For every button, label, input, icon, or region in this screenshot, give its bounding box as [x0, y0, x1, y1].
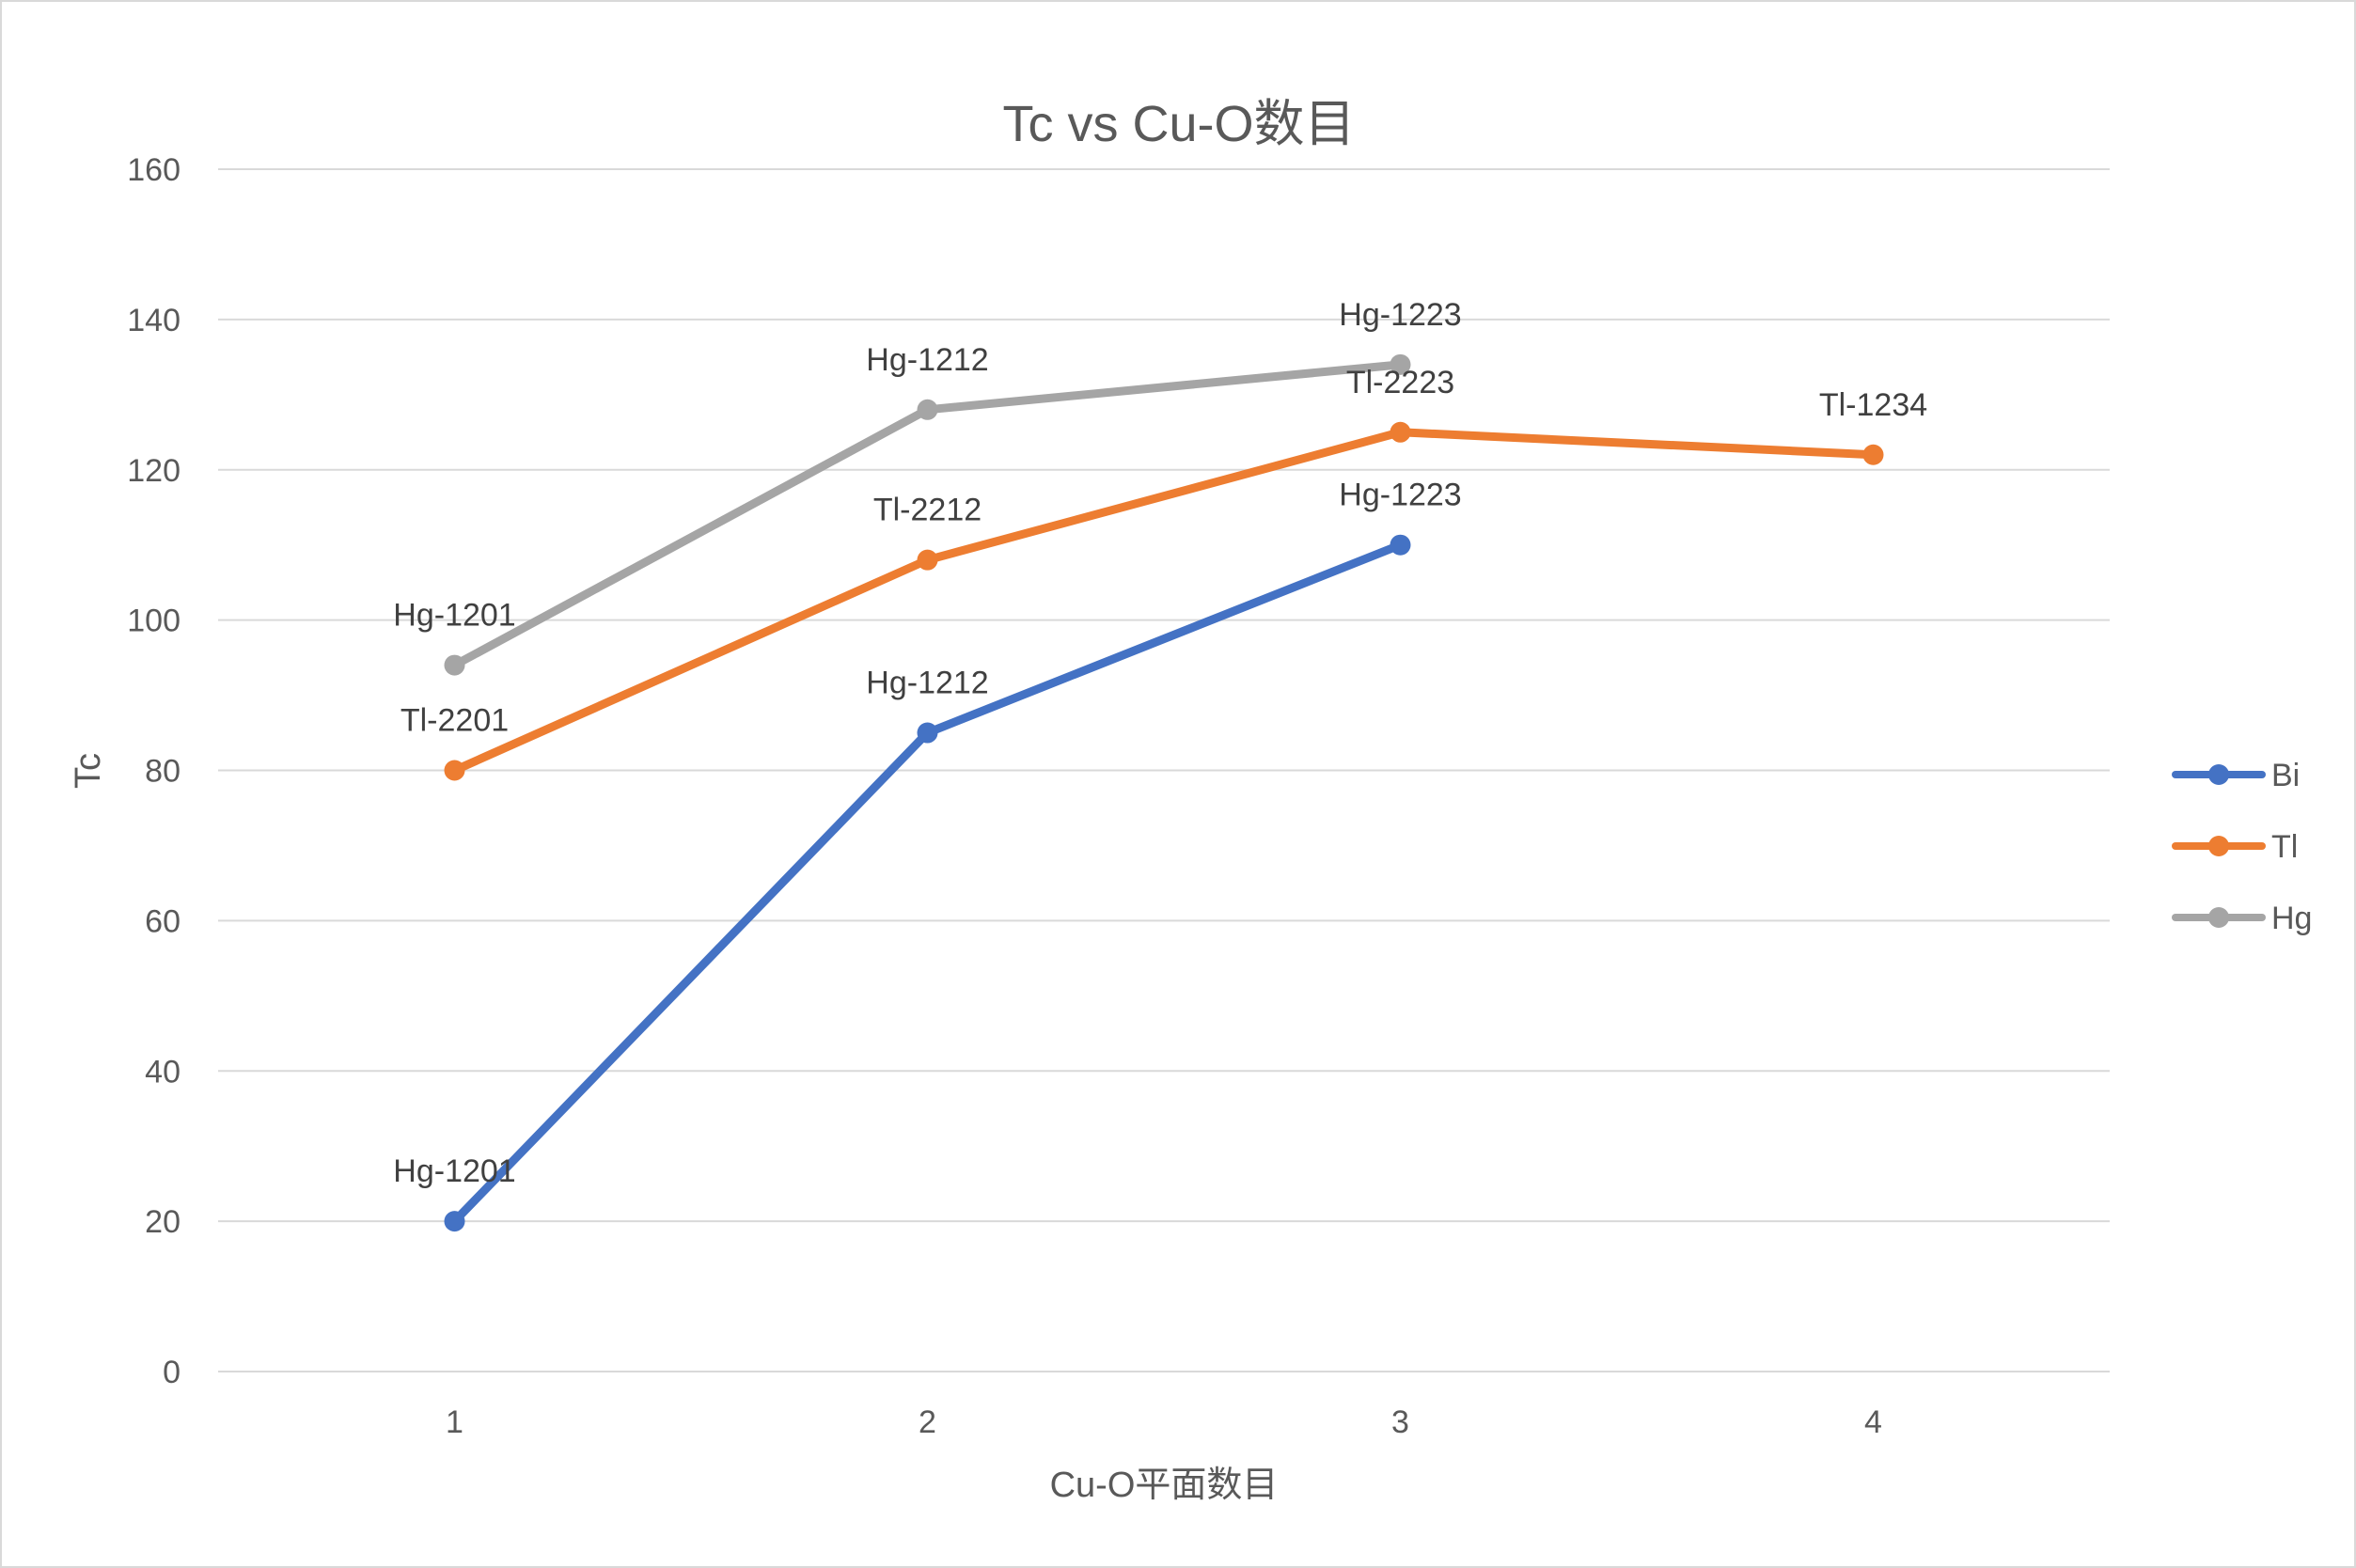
data-point-bi	[1390, 534, 1411, 556]
data-label: Hg-1223	[1339, 297, 1461, 333]
y-tick-label: 120	[127, 453, 181, 489]
y-tick-label: 140	[127, 303, 181, 338]
gridlines	[218, 168, 2110, 1372]
legend-swatch-marker	[2208, 764, 2229, 785]
series-line-bi	[450, 541, 1405, 1226]
data-point-bi	[444, 1211, 465, 1232]
series-line-tl	[450, 428, 1877, 775]
data-point-tl	[1862, 444, 1884, 465]
data-point-tl	[1390, 421, 1411, 443]
x-tick-label: 1	[446, 1404, 463, 1440]
data-label: Tl-2212	[873, 493, 982, 528]
x-tick-label: 4	[1864, 1404, 1882, 1440]
legend-label-bi: Bi	[2271, 758, 2300, 793]
data-point-tl	[444, 760, 465, 781]
legend-swatch-marker	[2208, 907, 2229, 928]
data-label: Tl-2223	[1346, 365, 1454, 400]
legend-label-tl: Tl	[2271, 829, 2298, 865]
y-tick-label: 40	[145, 1054, 181, 1090]
data-point-hg	[917, 399, 938, 420]
data-labels: Hg-1201 Hg-1212 Hg-1223 Tl-2201 Tl-2212 Tl-22…	[393, 297, 1927, 1189]
data-label: Hg-1212	[866, 666, 988, 701]
y-tick-label: 80	[145, 754, 181, 790]
data-point-tl	[917, 549, 938, 571]
data-label: Hg-1212	[866, 342, 988, 378]
y-tick-label: 60	[145, 903, 181, 939]
y-tick-label: 0	[163, 1355, 181, 1390]
y-axis-ticks: 0 20 40 60 80 100 120 140 160	[127, 152, 181, 1390]
data-label: Tl-1234	[1819, 387, 1927, 423]
x-axis-ticks: 1 2 3 4	[446, 1404, 1882, 1440]
y-tick-label: 160	[127, 152, 181, 188]
data-label: Hg-1201	[393, 598, 515, 634]
series-lines	[444, 353, 1884, 1232]
y-tick-label: 100	[127, 604, 181, 639]
data-label: Hg-1201	[393, 1153, 515, 1189]
data-point-bi	[917, 722, 938, 744]
x-tick-label: 2	[919, 1404, 936, 1440]
x-axis-title: Cu-O平面数目	[1050, 1466, 1279, 1505]
y-axis-title: Tc	[69, 753, 108, 789]
data-point-hg	[1390, 353, 1411, 375]
x-tick-label: 3	[1391, 1404, 1409, 1440]
y-tick-label: 20	[145, 1204, 181, 1240]
data-label: Tl-2201	[401, 703, 509, 739]
data-label: Hg-1223	[1339, 478, 1461, 513]
chart-title: Tc vs Cu-O数目	[1002, 96, 1355, 152]
legend: Bi Tl Hg	[2172, 758, 2312, 936]
legend-label-hg: Hg	[2271, 901, 2312, 936]
legend-swatch-marker	[2208, 836, 2229, 856]
data-point-hg	[444, 654, 465, 676]
